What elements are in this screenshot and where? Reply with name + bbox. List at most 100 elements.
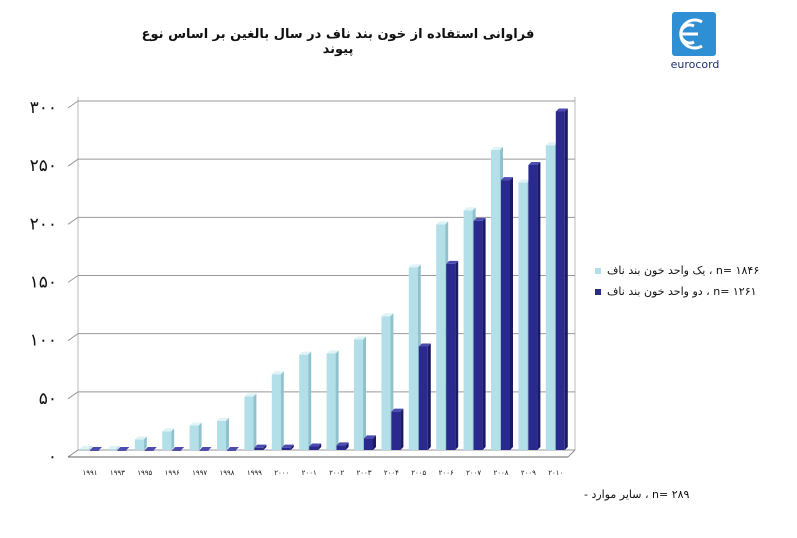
bar-single-unit-side — [335, 350, 339, 450]
bar-double-unit-side — [263, 444, 267, 450]
bar-single-unit — [299, 351, 312, 450]
bar-single-unit-front — [162, 431, 172, 450]
bar-single-unit-top — [107, 445, 120, 449]
bar-double-unit — [144, 447, 157, 451]
bar-double-unit-side — [373, 435, 376, 450]
bar-single-unit-side — [253, 393, 257, 450]
bar-double-unit-front — [117, 450, 127, 451]
bar-double-unit-side — [537, 161, 541, 450]
x-tick-label: ۲۰۰۱ — [302, 469, 317, 477]
bar-double-unit-side — [400, 408, 404, 450]
bar-single-unit-top — [271, 371, 284, 375]
x-tick-label: ۱۹۹۶ — [165, 469, 180, 477]
x-tick-label: ۲۰۰۴ — [384, 469, 399, 477]
bar-double-unit-top — [555, 108, 568, 112]
bar-double-unit-top — [364, 435, 376, 439]
bar-double-unit — [473, 217, 486, 450]
bar-single-unit — [244, 393, 257, 450]
legend-swatch-single — [595, 267, 601, 274]
gridline-diagonal — [67, 391, 79, 400]
bar-double-unit-top — [117, 447, 130, 450]
legend-item-single-unit: n= ۱۸۴۶ ، یک واحد خون بند ناف — [595, 264, 759, 277]
y-tick-label: ۱۵۰ — [30, 273, 57, 293]
gridline-diagonal — [67, 275, 79, 283]
x-tick-label: ۲۰۰۵ — [411, 469, 426, 477]
x-tick-label: ۱۹۹۹ — [247, 469, 262, 477]
bar-double-unit-top — [501, 177, 513, 181]
bar-single-unit-top — [299, 351, 312, 355]
bar-double-unit — [336, 442, 349, 450]
bar-double-unit — [227, 447, 239, 451]
bar-double-unit-front — [364, 438, 373, 450]
gridline-diagonal — [67, 333, 79, 342]
bar-double-unit-side — [318, 443, 322, 450]
bar-single-unit-top — [545, 142, 558, 146]
x-tick-label: ۱۹۹۵ — [137, 469, 152, 477]
bar-single-unit-top — [491, 146, 503, 150]
bar-single-unit-top — [80, 445, 92, 449]
bar-double-unit-front — [336, 445, 346, 450]
x-tick-label: ۲۰۰۸ — [493, 469, 508, 477]
bar-double-unit — [446, 260, 459, 450]
legend-label-double: n= ۱۲۶۱ ، دو واحد خون بند ناف — [607, 285, 757, 298]
legend-label-single: n= ۱۸۴۶ ، یک واحد خون بند ناف — [607, 264, 760, 277]
bar-single-unit-front — [134, 439, 144, 450]
bar-single-unit — [189, 422, 202, 450]
bar-single-unit-front — [381, 316, 391, 450]
bar-single-unit-top — [381, 313, 394, 317]
y-tick-label: ۰ — [48, 447, 57, 467]
bar-double-unit — [418, 343, 431, 450]
bar-double-unit-front — [309, 446, 319, 450]
bar-double-unit-top — [418, 343, 431, 347]
bar-single-unit-front — [271, 374, 281, 450]
bar-double-unit-front — [144, 450, 154, 451]
legend-item-double-unit: n= ۱۲۶۱ ، دو واحد خون بند ناف — [595, 285, 757, 298]
bar-double-unit — [281, 444, 294, 450]
bar-double-unit-top — [90, 447, 102, 450]
x-tick-label: ۲۰۰۰ — [274, 469, 289, 477]
bar-single-unit-side — [280, 371, 284, 450]
bar-double-unit — [391, 408, 404, 450]
x-tick-label: ۲۰۰۶ — [439, 469, 454, 477]
bar-single-unit — [217, 417, 229, 450]
bar-single-unit-top — [463, 207, 476, 211]
bar-single-unit-side — [308, 351, 312, 450]
bar-double-unit — [199, 447, 212, 451]
bar-double-unit-front — [199, 450, 209, 451]
bar-double-unit-side — [510, 177, 513, 450]
bar-single-unit-front — [463, 210, 473, 450]
bar-single-unit — [134, 436, 147, 450]
bar-double-unit-top — [144, 447, 157, 450]
legend-swatch-double — [595, 288, 601, 295]
bar-double-unit-side — [290, 444, 294, 450]
bar-single-unit-front — [326, 353, 336, 450]
y-tick-label: ۱۰۰ — [30, 331, 57, 351]
bar-single-unit-side — [363, 336, 366, 450]
bar-single-unit — [107, 445, 120, 450]
bar-double-unit-top — [336, 442, 349, 446]
bar-single-unit-top — [436, 221, 449, 225]
bar-double-unit — [254, 444, 267, 450]
bar-double-unit — [117, 447, 130, 451]
bar-double-unit — [555, 108, 568, 450]
bar-double-unit-top — [446, 260, 459, 264]
bar-single-unit-side — [171, 428, 175, 450]
bar-single-unit-side — [198, 422, 202, 450]
bar-single-unit-front — [80, 448, 89, 450]
bar-double-unit-front — [90, 450, 99, 451]
bar-double-unit-front — [254, 447, 264, 450]
logo-text: eurocord — [670, 58, 720, 71]
bar-single-unit-top — [326, 350, 339, 354]
bar-double-unit-front — [446, 263, 456, 450]
bar-single-unit — [80, 445, 92, 450]
bar-double-unit-front — [281, 447, 291, 450]
bar-single-unit-front — [491, 149, 500, 451]
bar-double-unit-front — [555, 111, 565, 450]
bar-double-unit-front — [391, 411, 401, 450]
bar-single-unit-top — [189, 422, 202, 426]
x-tick-label: ۲۰۰۳ — [356, 469, 371, 477]
x-tick-label: ۲۰۰۷ — [466, 469, 481, 477]
logo-mark-icon — [672, 12, 716, 56]
x-tick-label: ۲۰۱۰ — [548, 469, 563, 477]
